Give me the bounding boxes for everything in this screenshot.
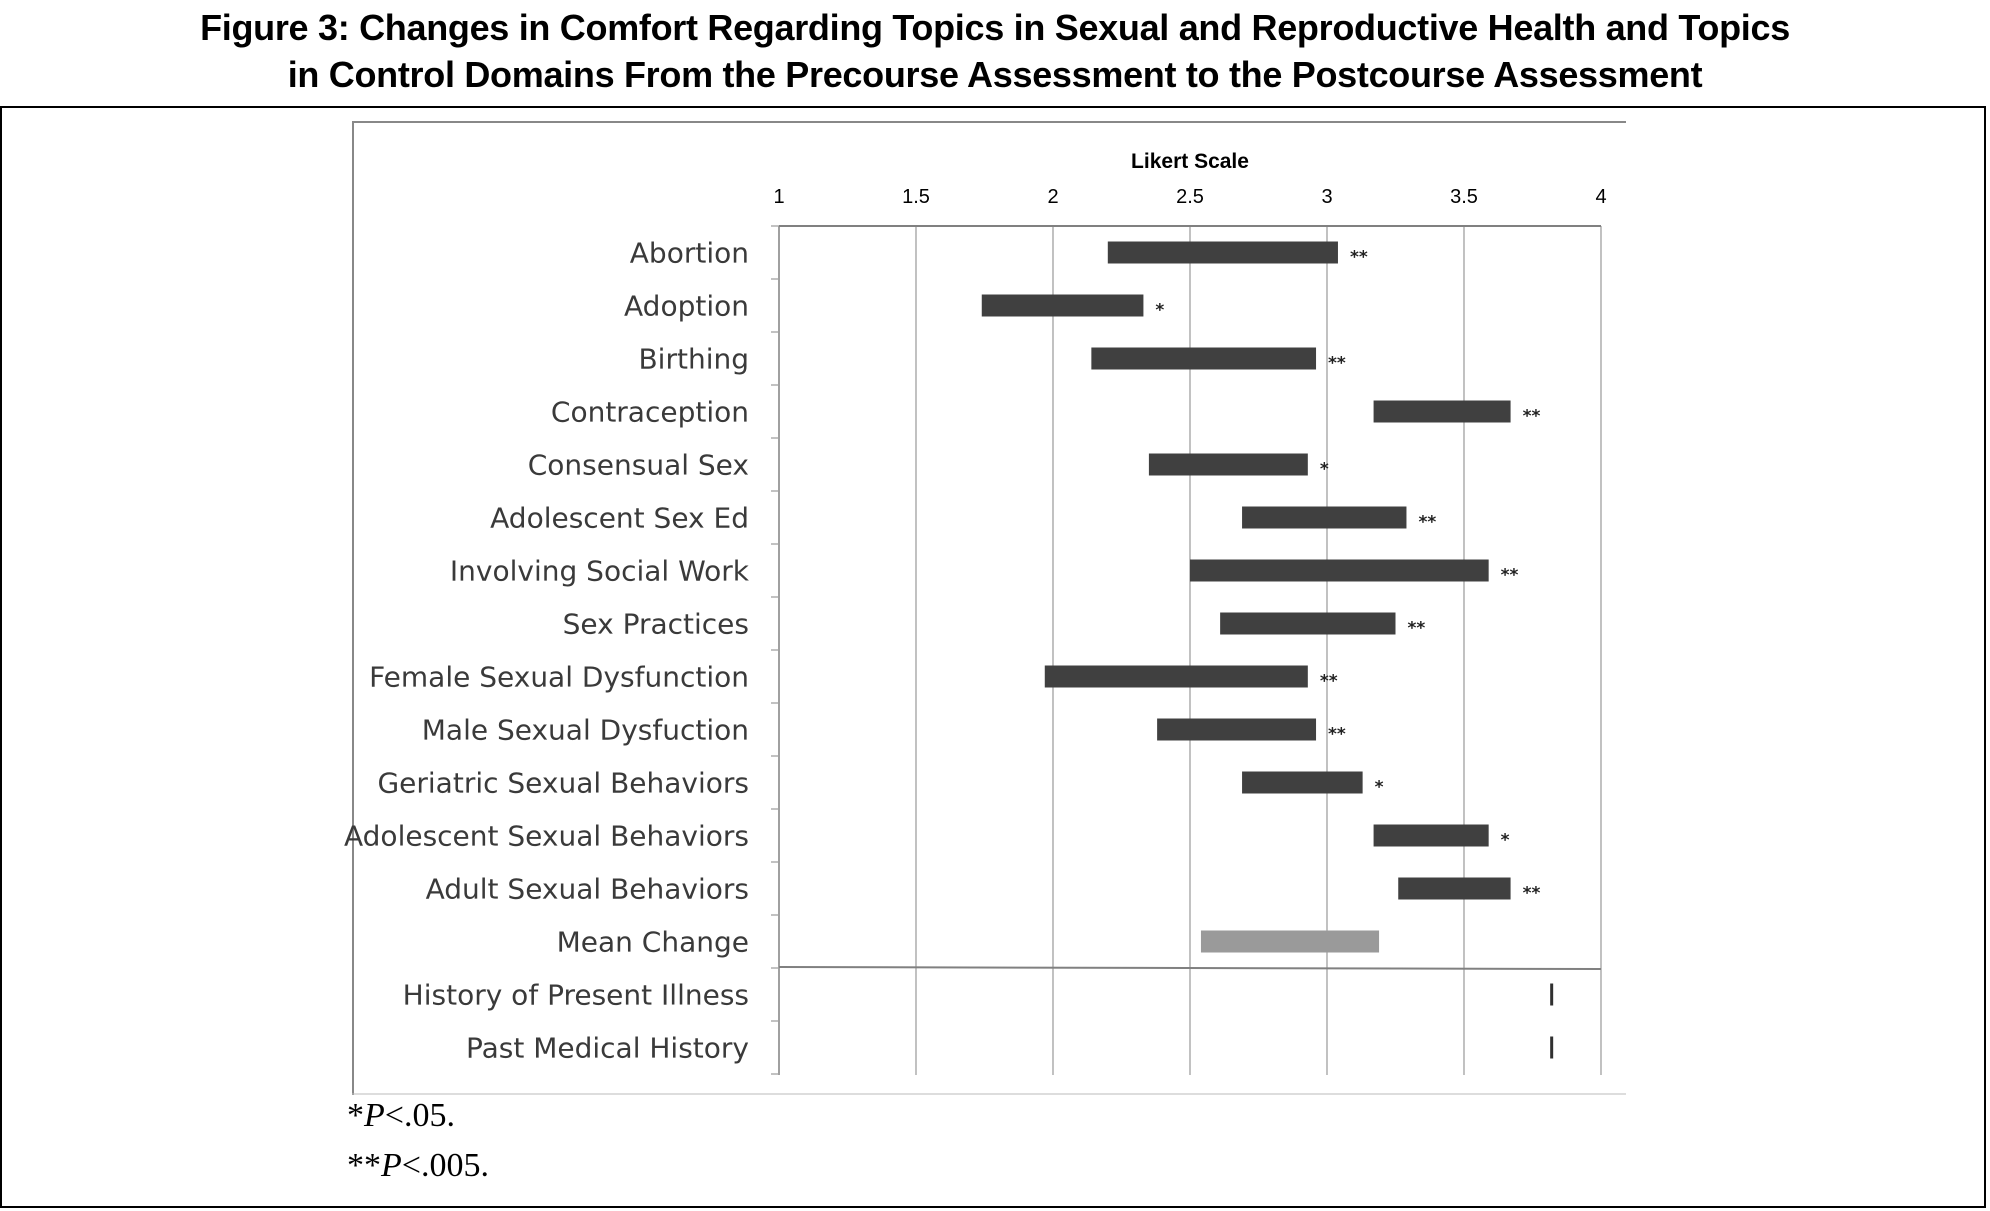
significance-label: *: [1155, 301, 1164, 321]
x-tick-label: 3: [1321, 186, 1332, 208]
category-label: Sex Practices: [563, 608, 749, 641]
category-label: Female Sexual Dysfunction: [369, 661, 749, 694]
range-bar: [981, 294, 1144, 317]
category-label: Adolescent Sex Ed: [490, 502, 749, 535]
range-bar: [1190, 559, 1489, 582]
category-label: Involving Social Work: [450, 555, 750, 588]
category-label: Male Sexual Dysfuction: [422, 714, 749, 747]
category-label: History of Present Illness: [403, 979, 749, 1012]
footnote-p05: *P<.05.: [347, 1097, 455, 1135]
range-bar: [1091, 347, 1317, 370]
footnote-p05-stars: *: [347, 1097, 364, 1134]
significance-label: *: [1320, 460, 1329, 480]
significance-label: **: [1523, 884, 1541, 904]
figure-title-line-2: in Control Domains From the Precourse As…: [287, 54, 1703, 95]
significance-label: **: [1418, 513, 1436, 533]
range-bar: [1373, 824, 1489, 847]
range-bar: [1157, 718, 1317, 741]
category-label: Geriatric Sexual Behaviors: [377, 767, 749, 800]
footnote-p005-value: <.005.: [401, 1147, 489, 1184]
range-bar: [1398, 877, 1511, 900]
significance-label: **: [1320, 672, 1338, 692]
range-bar: [1148, 453, 1308, 476]
footnote-p005-stars: **: [347, 1147, 381, 1184]
x-tick-label: 4: [1595, 186, 1606, 208]
significance-label: **: [1328, 354, 1346, 374]
significance-label: **: [1501, 566, 1519, 586]
x-tick-label: 2.5: [1176, 186, 1204, 208]
significance-label: **: [1523, 407, 1541, 427]
range-bar: [1373, 400, 1511, 423]
category-label: Birthing: [638, 343, 749, 376]
category-label: Contraception: [551, 396, 749, 429]
category-label: Mean Change: [557, 926, 749, 959]
significance-label: *: [1375, 778, 1384, 798]
figure-title: Figure 3: Changes in Comfort Regarding T…: [0, 4, 1990, 98]
significance-label: **: [1350, 248, 1368, 268]
control-domain-divider: [778, 966, 1602, 970]
footnote-p005: **P<.005.: [347, 1147, 489, 1185]
range-marker: [1550, 983, 1554, 1006]
figure-frame: [0, 106, 1986, 1208]
range-bar: [1242, 771, 1363, 794]
footnote-p05-value: <.05.: [384, 1097, 455, 1134]
footnote-p05-p: P: [364, 1097, 385, 1134]
range-bar: [1044, 665, 1308, 688]
significance-label: *: [1501, 831, 1510, 851]
x-tick-label: 1: [773, 186, 784, 208]
significance-label: **: [1328, 725, 1346, 745]
category-label: Consensual Sex: [528, 449, 749, 482]
range-marker: [1550, 1036, 1554, 1059]
category-label: Adoption: [624, 290, 749, 323]
category-label: Adult Sexual Behaviors: [426, 873, 749, 906]
range-bar: [1220, 612, 1396, 635]
footnote-p005-p: P: [381, 1147, 402, 1184]
x-tick-label: 3.5: [1450, 186, 1478, 208]
significance-label: **: [1408, 619, 1426, 639]
category-label: Adolescent Sexual Behaviors: [344, 820, 749, 853]
range-bar: [1107, 241, 1338, 264]
mean-change-bar: [1200, 930, 1380, 953]
category-label: Past Medical History: [466, 1032, 749, 1065]
x-axis-title: Likert Scale: [1131, 150, 1249, 173]
x-tick-label: 1.5: [902, 186, 930, 208]
figure-title-line-1: Figure 3: Changes in Comfort Regarding T…: [200, 7, 1790, 48]
range-bar: [1242, 506, 1407, 529]
category-label: Abortion: [630, 237, 749, 270]
x-tick-label: 2: [1047, 186, 1058, 208]
